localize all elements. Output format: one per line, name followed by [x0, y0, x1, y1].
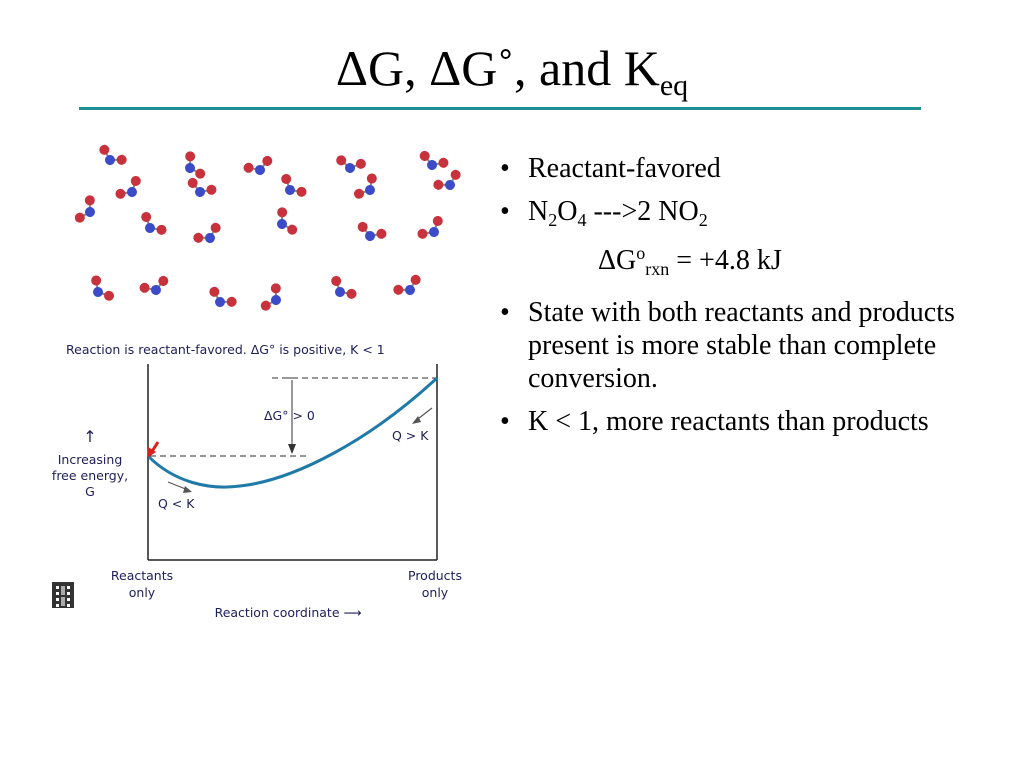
no2-molecule: [331, 275, 357, 299]
no2-molecule: [393, 274, 421, 295]
no2-molecule: [74, 195, 95, 223]
no2-molecule: [336, 155, 366, 173]
no2-molecule: [357, 221, 387, 241]
no2-molecule: [91, 275, 115, 301]
energy-diagram-svg: Reaction is reactant-favored. ΔG° is pos…: [52, 144, 462, 620]
energy-diagram-figure: Reaction is reactant-favored. ΔG° is pos…: [40, 140, 480, 630]
y-axis-arrow: ↑: [83, 427, 96, 446]
title-k-subscript: eq: [659, 69, 689, 102]
no2-molecule: [187, 177, 217, 197]
no2-molecule: [419, 150, 449, 170]
no2-molecule: [115, 175, 141, 199]
bullet-list: Reactant-favored N2O4 --->2 NO2 ΔGorxn =…: [496, 152, 996, 448]
delta-g-rxn-line: ΔGorxn = +4.8 kJ: [598, 243, 782, 279]
title-divider: [79, 107, 921, 110]
no2-molecule: [141, 211, 167, 235]
q-less-arrow-head: [183, 486, 192, 493]
molecule-field: [74, 144, 461, 311]
x-label-reactants: Reactants: [111, 568, 173, 583]
no2-molecule: [353, 173, 377, 199]
no2-molecule: [209, 286, 237, 307]
title-delta-g-standard: ΔG˚,: [429, 40, 527, 96]
title-and-k: and K: [539, 40, 660, 96]
y-axis-label-line3: G: [85, 484, 95, 499]
q-greater-arrow-head: [412, 416, 421, 424]
bullet-k-less-than-one: K < 1, more reactants than products: [496, 405, 996, 438]
bullet-state-stability: State with both reactants and products p…: [496, 296, 996, 395]
no2-molecule: [185, 151, 206, 179]
title-delta-g: ΔG,: [335, 40, 417, 96]
no2-molecule: [243, 155, 273, 175]
diagram-caption: Reaction is reactant-favored. ΔG° is pos…: [66, 342, 385, 357]
free-energy-curve: [146, 376, 439, 489]
start-marker-head: [147, 447, 156, 458]
bullet-reaction-equation: N2O4 --->2 NO2 ΔGorxn = +4.8 kJ: [496, 195, 996, 286]
no2-molecule: [417, 215, 443, 239]
y-axis-label-line2: free energy,: [52, 468, 128, 483]
no2-molecule: [277, 207, 298, 235]
x-label-products: Products: [408, 568, 462, 583]
delta-g-label: ΔG° > 0: [264, 408, 315, 423]
no2-molecule: [260, 283, 281, 311]
no2-molecule: [193, 222, 221, 243]
slide-title: ΔG, ΔG˚, and Keq: [0, 38, 1024, 116]
no2-molecule: [99, 144, 127, 165]
movie-icon[interactable]: [52, 582, 74, 608]
x-axis-label: Reaction coordinate ⟶: [215, 605, 362, 620]
x-label-reactants-only: only: [129, 585, 156, 600]
q-greater-label: Q > K: [392, 428, 429, 443]
delta-g-arrow-head: [288, 444, 296, 454]
no2-molecule: [281, 173, 307, 197]
no2-molecule: [433, 169, 461, 190]
no2-molecule: [139, 275, 169, 295]
y-axis-label-line1: Increasing: [58, 452, 123, 467]
bullet-reactant-favored: Reactant-favored: [496, 152, 996, 185]
q-less-label: Q < K: [158, 496, 195, 511]
x-label-products-only: only: [422, 585, 449, 600]
